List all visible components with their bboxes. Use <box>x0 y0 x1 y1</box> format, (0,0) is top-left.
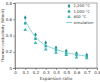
tick-mark <box>13 36 15 37</box>
tick-label: 0.2 <box>33 70 40 75</box>
tick-label: 0.6 <box>74 70 81 75</box>
y-axis: 0 0.2 0.4 0.6 0.8 <box>6 1 16 71</box>
tick: 0.2 <box>6 49 15 54</box>
series-line <box>25 21 87 56</box>
legend-symbol <box>68 10 70 12</box>
data-point <box>54 50 58 53</box>
data-point <box>34 41 38 44</box>
tick-mark <box>13 19 15 20</box>
chart: 00.10.20.30.40.50.60.70.800.20.40.60.8Ex… <box>0 0 100 82</box>
legend-label: 1,000 °C <box>74 9 91 14</box>
tick: 0.6 <box>74 68 81 75</box>
tick: 0.4 <box>53 68 60 75</box>
tick-mark <box>13 68 15 69</box>
tick-label: 0.1 <box>23 70 30 75</box>
x-axis-title: Expansion ratio <box>40 76 73 81</box>
data-point <box>24 15 27 20</box>
tick-label: 0 <box>14 70 17 75</box>
legend-symbol <box>66 22 72 23</box>
y-axis-title: Thermal conductivity (W/m·K) <box>1 8 5 63</box>
tick: 0.7 <box>84 68 91 75</box>
tick: 0 <box>14 68 17 75</box>
tick-label: 0.4 <box>53 70 60 75</box>
tick: 0.3 <box>43 68 50 75</box>
tick-mark <box>13 3 15 4</box>
tick: 0.8 <box>94 68 100 75</box>
data-point <box>75 55 79 58</box>
tick-label: 0.8 <box>6 1 13 6</box>
legend-symbol <box>67 15 71 18</box>
tick-label: 0.5 <box>64 70 71 75</box>
legend-symbol <box>68 4 71 9</box>
data-point <box>44 47 48 50</box>
tick-label: 0.8 <box>94 70 100 75</box>
tick-label: 0 <box>9 66 12 71</box>
tick: 0.8 <box>6 1 15 6</box>
legend: 1,200 °C1,000 °C800 °Csimulation <box>66 3 94 25</box>
tick: 0.6 <box>6 17 15 22</box>
data-point <box>64 53 68 56</box>
axis-line <box>13 4 16 69</box>
legend-label: 800 °C <box>74 14 87 19</box>
legend-label: 1,200 °C <box>74 3 91 8</box>
tick: 0.4 <box>6 33 15 38</box>
data-point <box>23 28 27 31</box>
tick-label: 0.3 <box>43 70 50 75</box>
legend-label: simulation <box>74 20 94 25</box>
tick: 0.5 <box>64 68 71 75</box>
tick-label: 0.2 <box>6 49 13 54</box>
tick: 0 <box>9 66 15 71</box>
tick-label: 0.7 <box>84 70 91 75</box>
plot-frame <box>15 3 97 68</box>
tick: 0.1 <box>23 68 30 75</box>
x-axis: 0 0.10.20.30.4 0.50.60.70.8 <box>14 68 100 75</box>
tick-mark <box>13 52 15 53</box>
data-point <box>85 56 89 59</box>
tick-label: 0.6 <box>6 17 13 22</box>
tick-label: 0.4 <box>6 33 13 38</box>
tick: 0.2 <box>33 68 40 75</box>
